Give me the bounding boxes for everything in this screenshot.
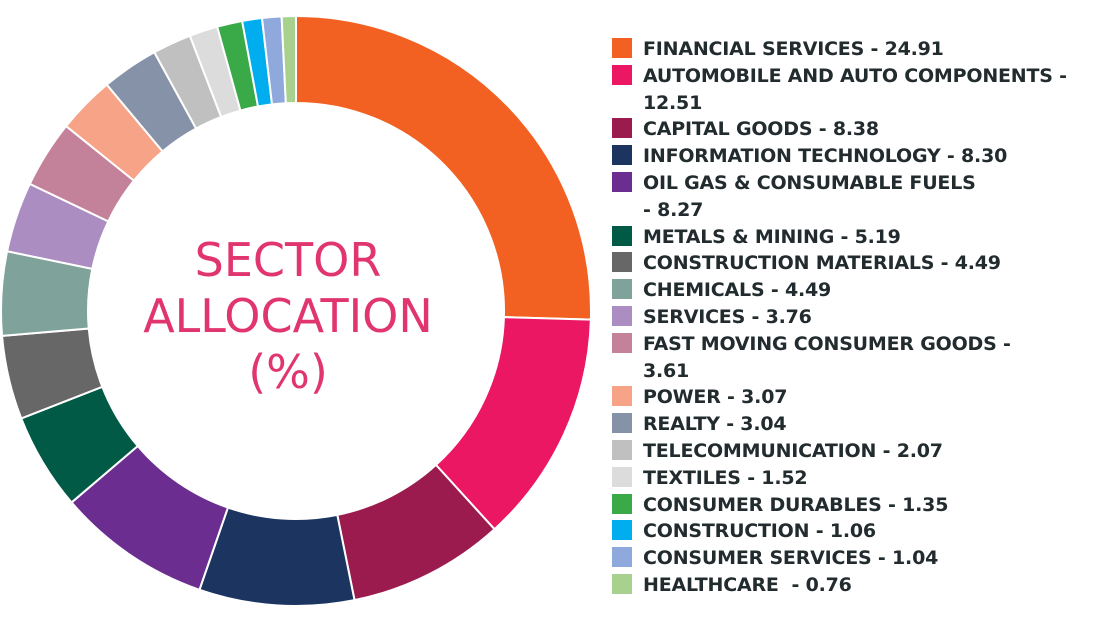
legend-label-line: FINANCIAL SERVICES - 24.91 bbox=[643, 38, 944, 60]
legend-label: POWER - 3.07 bbox=[643, 384, 787, 411]
legend-label: TELECOMMUNICATION - 2.07 bbox=[643, 438, 943, 465]
legend-label: METALS & MINING - 5.19 bbox=[643, 224, 901, 251]
legend-label: CONSTRUCTION MATERIALS - 4.49 bbox=[643, 250, 1001, 277]
legend-label-line: CONSTRUCTION MATERIALS - 4.49 bbox=[643, 252, 1001, 275]
legend-label-line: CONSUMER SERVICES - 1.04 bbox=[643, 547, 939, 570]
legend-label: CONSUMER DURABLES - 1.35 bbox=[643, 492, 948, 519]
legend-label: INFORMATION TECHNOLOGY - 8.30 bbox=[643, 143, 1007, 170]
legend-label-line: INFORMATION TECHNOLOGY - 8.30 bbox=[643, 145, 1008, 168]
legend-swatch bbox=[612, 520, 632, 541]
legend-label-line: METALS & MINING - 5.19 bbox=[643, 225, 901, 248]
legend-label: AUTOMOBILE AND AUTO COMPONENTS - 12.51 bbox=[643, 63, 1067, 117]
legend-item: CHEMICALS - 4.49 bbox=[612, 277, 1082, 304]
legend-swatch bbox=[612, 386, 632, 407]
legend-label-line: CONSTRUCTION - 1.06 bbox=[643, 520, 876, 543]
legend-item: TEXTILES - 1.52 bbox=[612, 465, 1082, 492]
legend-swatch bbox=[612, 38, 632, 58]
legend-label: CONSTRUCTION - 1.06 bbox=[643, 518, 876, 545]
legend-label-line: TEXTILES - 1.52 bbox=[643, 466, 808, 489]
legend-label-line: CONSUMER DURABLES - 1.35 bbox=[643, 493, 949, 516]
legend-swatch bbox=[612, 413, 632, 434]
legend-swatch bbox=[612, 439, 632, 460]
legend-label-line: FAST MOVING CONSUMER GOODS - bbox=[643, 332, 1011, 355]
donut-chart bbox=[0, 14, 592, 607]
legend-swatch bbox=[612, 252, 632, 273]
chart-title-line-3: (%) bbox=[248, 345, 328, 399]
legend-swatch bbox=[612, 279, 632, 300]
chart-title-line-2: ALLOCATION bbox=[143, 289, 433, 343]
legend-item: FAST MOVING CONSUMER GOODS - 3.61 bbox=[612, 331, 1082, 385]
legend-label: OIL GAS & CONSUMABLE FUELS - 8.27 bbox=[643, 170, 976, 224]
legend-swatch bbox=[612, 118, 632, 139]
legend-label: FINANCIAL SERVICES - 24.91 bbox=[643, 36, 944, 63]
legend-label-line: 12.51 bbox=[643, 91, 703, 114]
chart-legend: FINANCIAL SERVICES - 24.91 AUTOMOBILE AND… bbox=[612, 36, 1082, 599]
legend-label: CHEMICALS - 4.49 bbox=[643, 277, 831, 304]
legend-item: REALTY - 3.04 bbox=[612, 411, 1082, 438]
legend-label-line: CAPITAL GOODS - 8.38 bbox=[643, 118, 879, 141]
legend-item: INFORMATION TECHNOLOGY - 8.30 bbox=[612, 143, 1082, 170]
legend-label-line: POWER - 3.07 bbox=[643, 386, 788, 409]
legend-item: TELECOMMUNICATION - 2.07 bbox=[612, 438, 1082, 465]
chart-title: SECTOR ALLOCATION (%) bbox=[118, 232, 458, 400]
legend-swatch bbox=[612, 64, 632, 85]
chart-title-line-1: SECTOR bbox=[194, 233, 382, 287]
legend-label-line: REALTY - 3.04 bbox=[643, 413, 787, 436]
legend-label: TEXTILES - 1.52 bbox=[643, 465, 808, 492]
legend-label-line: OIL GAS & CONSUMABLE FUELS bbox=[643, 171, 976, 194]
legend-swatch bbox=[612, 332, 632, 353]
slice-financial-services bbox=[295, 14, 592, 321]
legend-item: OIL GAS & CONSUMABLE FUELS - 8.27 bbox=[612, 170, 1082, 224]
legend-item: CONSUMER DURABLES - 1.35 bbox=[612, 492, 1082, 519]
legend-label-line: 3.61 bbox=[643, 359, 690, 382]
legend-label-line: AUTOMOBILE AND AUTO COMPONENTS - bbox=[643, 64, 1067, 87]
legend-swatch bbox=[612, 145, 632, 166]
legend-swatch bbox=[612, 547, 632, 568]
legend-label: REALTY - 3.04 bbox=[643, 411, 787, 438]
legend-item: SERVICES - 3.76 bbox=[612, 304, 1082, 331]
legend-label-line: - 8.27 bbox=[643, 198, 704, 221]
legend-item: CONSTRUCTION - 1.06 bbox=[612, 518, 1082, 545]
legend-label: CONSUMER SERVICES - 1.04 bbox=[643, 545, 938, 572]
legend-item: CAPITAL GOODS - 8.38 bbox=[612, 116, 1082, 143]
legend-item: METALS & MINING - 5.19 bbox=[612, 224, 1082, 251]
legend-label: HEALTHCARE - 0.76 bbox=[643, 572, 852, 599]
legend-item: POWER - 3.07 bbox=[612, 384, 1082, 411]
legend-swatch bbox=[612, 493, 632, 514]
legend-swatch bbox=[612, 225, 632, 246]
slice-healthcare bbox=[280, 14, 297, 105]
legend-item: FINANCIAL SERVICES - 24.91 bbox=[612, 36, 1082, 63]
legend-swatch bbox=[612, 171, 632, 192]
legend-swatch bbox=[612, 305, 632, 326]
legend-swatch bbox=[612, 573, 632, 594]
legend-label: CAPITAL GOODS - 8.38 bbox=[643, 116, 879, 143]
legend-label: FAST MOVING CONSUMER GOODS - 3.61 bbox=[643, 331, 1011, 385]
legend-item: CONSUMER SERVICES - 1.04 bbox=[612, 545, 1082, 572]
legend-label-line: TELECOMMUNICATION - 2.07 bbox=[643, 439, 943, 462]
legend-item: CONSTRUCTION MATERIALS - 4.49 bbox=[612, 250, 1082, 277]
legend-label-line: HEALTHCARE - 0.76 bbox=[643, 573, 852, 596]
legend-label-line: SERVICES - 3.76 bbox=[643, 305, 812, 328]
legend-item: AUTOMOBILE AND AUTO COMPONENTS - 12.51 bbox=[612, 63, 1082, 117]
legend-swatch bbox=[612, 466, 632, 487]
legend-label-line: CHEMICALS - 4.49 bbox=[643, 279, 832, 302]
legend-item: HEALTHCARE - 0.76 bbox=[612, 572, 1082, 599]
legend-label: SERVICES - 3.76 bbox=[643, 304, 812, 331]
